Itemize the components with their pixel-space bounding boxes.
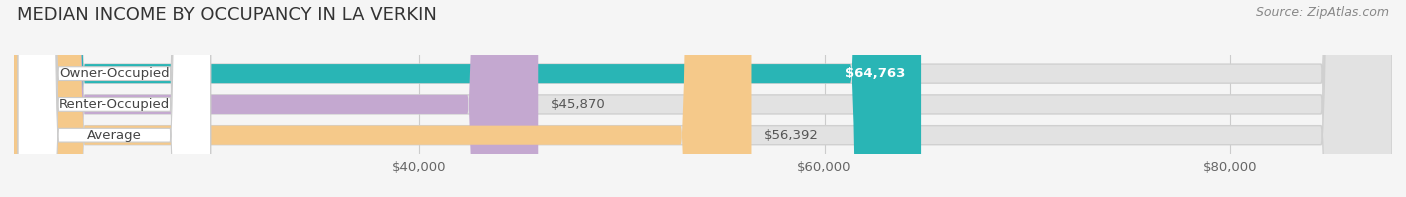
- FancyBboxPatch shape: [14, 0, 751, 197]
- Text: Source: ZipAtlas.com: Source: ZipAtlas.com: [1256, 6, 1389, 19]
- FancyBboxPatch shape: [18, 0, 211, 197]
- FancyBboxPatch shape: [14, 0, 921, 197]
- Text: MEDIAN INCOME BY OCCUPANCY IN LA VERKIN: MEDIAN INCOME BY OCCUPANCY IN LA VERKIN: [17, 6, 437, 24]
- Text: Owner-Occupied: Owner-Occupied: [59, 67, 170, 80]
- FancyBboxPatch shape: [14, 0, 1392, 197]
- FancyBboxPatch shape: [14, 0, 1392, 197]
- Text: $45,870: $45,870: [550, 98, 605, 111]
- FancyBboxPatch shape: [14, 0, 1392, 197]
- Text: $64,763: $64,763: [845, 67, 905, 80]
- FancyBboxPatch shape: [14, 0, 538, 197]
- Text: Average: Average: [87, 129, 142, 142]
- Text: Renter-Occupied: Renter-Occupied: [59, 98, 170, 111]
- FancyBboxPatch shape: [18, 0, 211, 197]
- FancyBboxPatch shape: [18, 0, 211, 197]
- Text: $56,392: $56,392: [763, 129, 818, 142]
